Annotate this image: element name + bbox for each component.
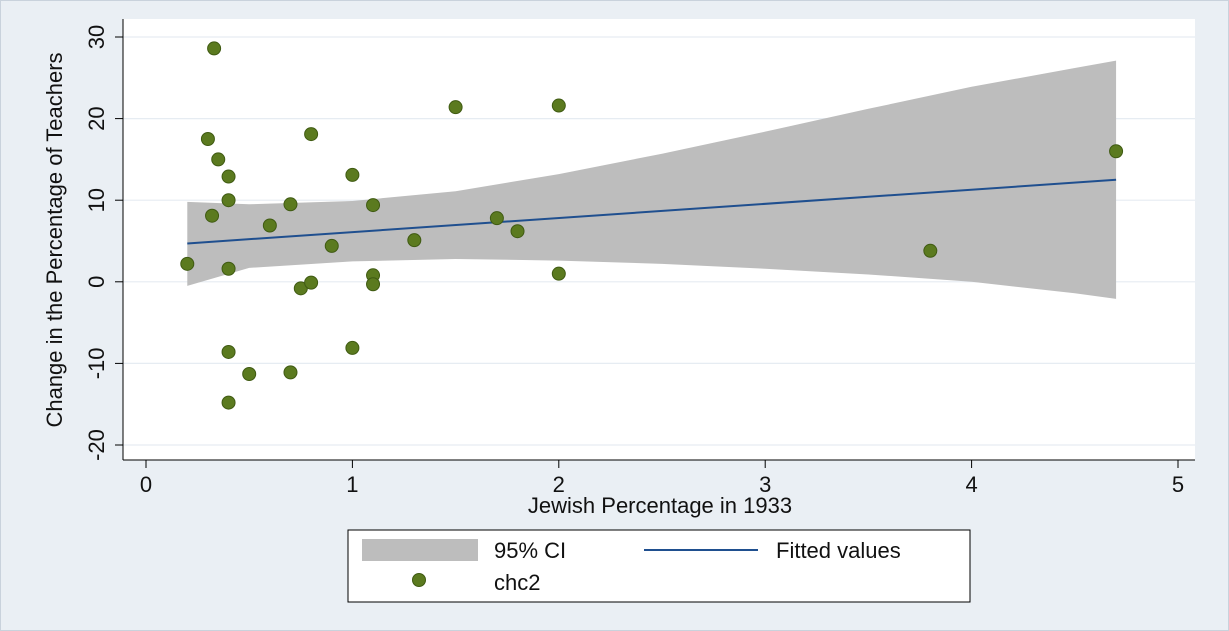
- x-ticks: 0 1 2 3 4 5: [140, 460, 1184, 497]
- x-tick-label-5: 5: [1172, 472, 1184, 497]
- data-point-18: [345, 167, 360, 182]
- data-point-7: [221, 261, 236, 276]
- fitted-line: [187, 178, 1117, 245]
- y-ticks: -20 -10 0 10 20 30: [84, 25, 123, 461]
- data-point-26: [510, 224, 525, 239]
- data-point-29: [923, 243, 938, 258]
- y-tick-label-5: 30: [84, 25, 109, 49]
- data-point-20: [366, 198, 381, 213]
- data-point-2: [205, 208, 220, 223]
- legend-ci-label: 95% CI: [494, 538, 566, 563]
- data-point-16: [304, 275, 319, 290]
- points-layer: [180, 41, 1124, 410]
- data-point-28: [551, 266, 566, 281]
- y-tick-label-4: 20: [84, 106, 109, 130]
- data-point-5: [221, 169, 236, 184]
- data-point-11: [262, 218, 277, 233]
- x-tick-label-0: 0: [140, 472, 152, 497]
- legend-points-swatch: [412, 573, 426, 587]
- y-tick-label-3: 10: [84, 188, 109, 212]
- data-point-22: [366, 277, 381, 292]
- data-point-19: [345, 340, 360, 355]
- data-point-1: [200, 132, 215, 146]
- x-axis-title: Jewish Percentage in 1933: [528, 493, 792, 518]
- data-point-10: [242, 367, 257, 382]
- data-point-4: [211, 152, 226, 167]
- x-tick-label-1: 1: [346, 472, 358, 497]
- y-tick-label-2: 0: [84, 276, 109, 288]
- legend: 95% CI Fitted values chc2: [347, 529, 971, 603]
- x-tick-label-3: 3: [759, 472, 771, 497]
- legend-box: [347, 529, 971, 603]
- data-point-0: [180, 256, 195, 271]
- x-tick-label-4: 4: [965, 472, 977, 497]
- data-point-17: [324, 238, 339, 253]
- legend-fit-label: Fitted values: [776, 538, 901, 563]
- data-point-12: [283, 197, 298, 212]
- data-point-15: [304, 127, 319, 142]
- y-tick-label-1: -10: [84, 348, 109, 380]
- fit-line-layer: [187, 178, 1117, 245]
- data-point-9: [221, 395, 236, 410]
- data-point-27: [551, 98, 566, 113]
- data-point-25: [489, 211, 504, 226]
- data-point-30: [1109, 144, 1124, 159]
- data-point-3: [207, 41, 222, 56]
- y-tick-label-0: -20: [84, 429, 109, 461]
- data-point-24: [448, 100, 463, 115]
- legend-points-label: chc2: [494, 570, 540, 595]
- legend-ci-swatch: [362, 539, 478, 561]
- data-point-8: [221, 344, 236, 359]
- data-point-6: [221, 193, 236, 208]
- y-axis-title: Change in the Percentage of Teachers: [42, 52, 67, 427]
- data-point-13: [283, 365, 298, 380]
- data-point-23: [407, 233, 422, 248]
- x-tick-label-2: 2: [553, 472, 565, 497]
